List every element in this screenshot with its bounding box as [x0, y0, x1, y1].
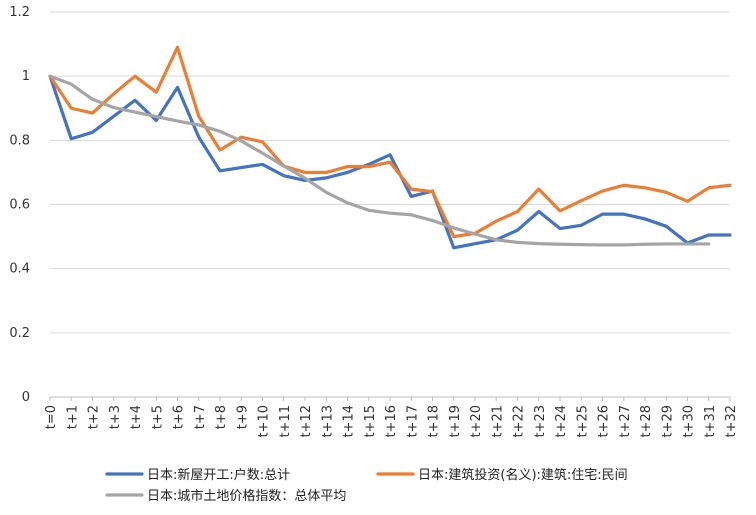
x-tick-label: t+21: [490, 405, 505, 438]
x-tick-label: t+11: [278, 405, 293, 438]
x-tick-label: t+5: [150, 405, 165, 429]
x-tick-label: t+14: [342, 405, 357, 438]
gridlines: [50, 11, 730, 398]
series-lines: [48, 45, 732, 250]
x-tick-label: t+25: [575, 405, 590, 438]
x-tick-label: t+16: [384, 405, 399, 438]
series-line-1: [48, 45, 732, 239]
x-tick-label: t+29: [660, 405, 675, 438]
x-tick-label: t+15: [363, 405, 378, 438]
x-tick-label: t+17: [405, 405, 420, 438]
x-tick-label: t+26: [597, 405, 612, 438]
y-tick-label: 0.4: [9, 262, 30, 277]
x-tick-label: t+3: [108, 405, 123, 429]
x-tick-label: t+22: [512, 405, 527, 438]
legend-label: 日本:城市土地价格指数：总体平均: [147, 488, 346, 504]
y-tick-label: 0.8: [9, 133, 30, 148]
x-tick-label: t+1: [65, 405, 80, 429]
x-tick-label: t+8: [214, 405, 229, 429]
x-tick-label: t+7: [193, 405, 208, 429]
x-tick-label: t+31: [703, 405, 718, 438]
axes: 0 0.2 0.4 0.6 0.8 1 1.2 t=0 t+1 t+2 t+3 t+4 t+5 t+6 t+…: [9, 5, 739, 438]
x-tick-label: t+18: [427, 405, 442, 438]
x-tick-label: t+12: [299, 405, 314, 438]
y-tick-label: 0.6: [9, 198, 30, 213]
legend-label: 日本:新屋开工:户数:总计: [147, 467, 290, 483]
x-tick-label: t+28: [639, 405, 654, 438]
series-line-0: [48, 74, 732, 250]
legend: 日本:新屋开工:户数:总计 日本:建筑投资(名义):建筑:住宅:民间日本:城市土地…: [105, 467, 628, 504]
x-tick-label: t+23: [533, 405, 548, 438]
x-tick-label: t+19: [448, 405, 463, 438]
x-tick-label: t+10: [257, 405, 272, 438]
x-tick-label: t+30: [682, 405, 697, 438]
y-tick-label: 0: [22, 390, 30, 405]
x-tick-label: t+6: [172, 405, 187, 429]
y-tick-label: 1.2: [9, 5, 30, 20]
x-tick-label: t+20: [469, 405, 484, 438]
legend-label: 日本:建筑投资(名义):建筑:住宅:民间: [418, 467, 628, 483]
series-line-2: [48, 74, 711, 247]
x-tick-label: t+24: [554, 405, 569, 438]
x-tick-label: t+27: [618, 405, 633, 438]
x-tick-label: t=0: [44, 405, 59, 429]
x-tick-label: t+2: [87, 405, 102, 429]
y-tick-label: 1: [22, 69, 30, 84]
y-tick-label: 0.2: [9, 326, 30, 341]
x-tick-label: t+4: [129, 405, 144, 429]
x-tick-label: t+9: [235, 405, 250, 429]
x-tick-label: t+13: [320, 405, 335, 438]
x-tick-label: t+32: [724, 405, 739, 438]
